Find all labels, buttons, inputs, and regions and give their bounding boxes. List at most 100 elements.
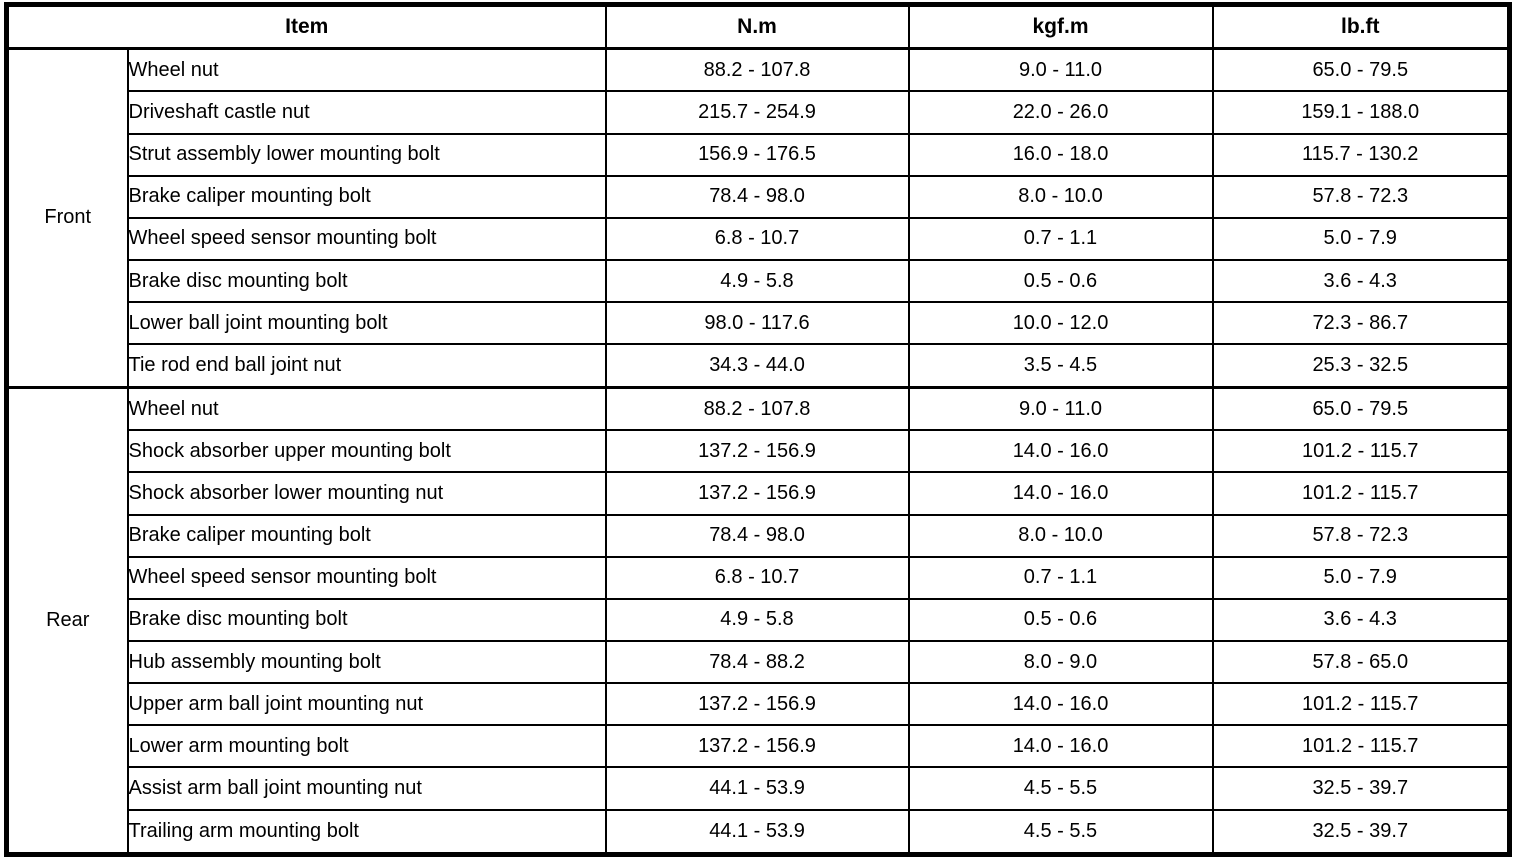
- nm-value-cell: 137.2 - 156.9: [604, 429, 910, 474]
- kgfm-value-cell: 9.0 - 11.0: [907, 47, 1214, 93]
- table-row: Brake disc mounting bolt 4.9 - 5.8 0.5 - 0…: [7, 597, 1511, 643]
- lbft-value-cell: 3.6 - 4.3: [1211, 597, 1511, 643]
- header-row: Item N.m kgf.m lb.ft: [5, 3, 1511, 50]
- item-name-cell: Tie rod end ball joint nut: [126, 343, 607, 389]
- lbft-value-cell: 5.0 - 7.9: [1211, 216, 1511, 262]
- kgfm-value-cell: 14.0 - 16.0: [907, 724, 1214, 769]
- nm-value-cell: 78.4 - 98.0: [604, 174, 910, 219]
- item-name-cell: Driveshaft castle nut: [126, 90, 607, 135]
- lbft-value-cell: 101.2 - 115.7: [1211, 682, 1511, 727]
- item-name-cell: Wheel speed sensor mounting bolt: [126, 216, 607, 262]
- nm-value-cell: 98.0 - 117.6: [604, 301, 910, 346]
- kgfm-value-cell: 8.0 - 10.0: [907, 513, 1214, 558]
- kgfm-value-cell: 0.5 - 0.6: [907, 259, 1214, 304]
- lbft-value-cell: 65.0 - 79.5: [1211, 47, 1511, 93]
- lbft-value-cell: 115.7 - 130.2: [1211, 132, 1511, 177]
- nm-value-cell: 6.8 - 10.7: [604, 555, 910, 600]
- nm-value-cell: 88.2 - 107.8: [604, 47, 910, 93]
- section-label-front: Front: [5, 47, 129, 389]
- lbft-value-cell: 65.0 - 79.5: [1211, 385, 1511, 432]
- table-row: Upper arm ball joint mounting nut 137.2 -…: [7, 682, 1511, 727]
- table-row: Trailing arm mounting bolt 44.1 - 53.9 4.5…: [7, 808, 1511, 856]
- table-row: Tie rod end ball joint nut 34.3 - 44.0 3.5…: [7, 343, 1511, 389]
- header-kgfm: kgf.m: [907, 3, 1214, 50]
- nm-value-cell: 78.4 - 88.2: [604, 639, 910, 685]
- nm-value-cell: 156.9 - 176.5: [604, 132, 910, 177]
- item-name-cell: Brake caliper mounting bolt: [126, 174, 607, 219]
- table-row: Wheel speed sensor mounting bolt 6.8 - 10…: [7, 216, 1511, 262]
- lbft-value-cell: 25.3 - 32.5: [1211, 343, 1511, 389]
- item-name-cell: Shock absorber lower mounting nut: [126, 471, 607, 516]
- table-row: Wheel speed sensor mounting bolt 6.8 - 10…: [7, 555, 1511, 600]
- nm-value-cell: 137.2 - 156.9: [604, 682, 910, 727]
- kgfm-value-cell: 0.7 - 1.1: [907, 216, 1214, 262]
- table-row: Lower arm mounting bolt 137.2 - 156.9 14.0…: [7, 724, 1511, 769]
- item-name-cell: Brake disc mounting bolt: [126, 597, 607, 643]
- table-row: Shock absorber lower mounting nut 137.2 -…: [7, 471, 1511, 516]
- item-name-cell: Brake disc mounting bolt: [126, 259, 607, 304]
- item-name-cell: Hub assembly mounting bolt: [126, 639, 607, 685]
- torque-spec-page: Item N.m kgf.m lb.ft Front Wheel nut 88.2 …: [4, 2, 1512, 857]
- item-name-cell: Trailing arm mounting bolt: [126, 808, 607, 856]
- kgfm-value-cell: 16.0 - 18.0: [907, 132, 1214, 177]
- lbft-value-cell: 5.0 - 7.9: [1211, 555, 1511, 600]
- nm-value-cell: 78.4 - 98.0: [604, 513, 910, 558]
- nm-value-cell: 4.9 - 5.8: [604, 597, 910, 643]
- kgfm-value-cell: 8.0 - 10.0: [907, 174, 1214, 219]
- item-name-cell: Lower ball joint mounting bolt: [126, 301, 607, 346]
- item-name-cell: Wheel nut: [126, 385, 607, 432]
- table-row: Assist arm ball joint mounting nut 44.1 -…: [7, 766, 1511, 811]
- table-row: Strut assembly lower mounting bolt 156.9 …: [7, 132, 1511, 177]
- table-row: Brake disc mounting bolt 4.9 - 5.8 0.5 - 0…: [7, 259, 1511, 304]
- lbft-value-cell: 101.2 - 115.7: [1211, 471, 1511, 516]
- table-row: Shock absorber upper mounting bolt 137.2 …: [7, 429, 1511, 474]
- lbft-value-cell: 57.8 - 72.3: [1211, 513, 1511, 558]
- nm-value-cell: 137.2 - 156.9: [604, 724, 910, 769]
- item-name-cell: Upper arm ball joint mounting nut: [126, 682, 607, 727]
- kgfm-value-cell: 14.0 - 16.0: [907, 471, 1214, 516]
- lbft-value-cell: 57.8 - 72.3: [1211, 174, 1511, 219]
- kgfm-value-cell: 0.5 - 0.6: [907, 597, 1214, 643]
- kgfm-value-cell: 14.0 - 16.0: [907, 429, 1214, 474]
- table-row: Rear Wheel nut 88.2 - 107.8 9.0 - 11.0 65.0 …: [5, 385, 1511, 856]
- header-lbft: lb.ft: [1211, 3, 1511, 50]
- torque-spec-table: Item N.m kgf.m lb.ft Front Wheel nut 88.2 …: [4, 2, 1512, 857]
- table-row: Hub assembly mounting bolt 78.4 - 88.2 8.0…: [7, 639, 1511, 685]
- table-row: Brake caliper mounting bolt 78.4 - 98.0 8.…: [7, 513, 1511, 558]
- table-body: Front Wheel nut 88.2 - 107.8 9.0 - 11.0 65.0…: [5, 47, 1511, 856]
- nm-value-cell: 34.3 - 44.0: [604, 343, 910, 389]
- lbft-value-cell: 72.3 - 86.7: [1211, 301, 1511, 346]
- lbft-value-cell: 101.2 - 115.7: [1211, 429, 1511, 474]
- nm-value-cell: 44.1 - 53.9: [604, 766, 910, 811]
- kgfm-value-cell: 14.0 - 16.0: [907, 682, 1214, 727]
- header-nm: N.m: [604, 3, 910, 50]
- kgfm-value-cell: 4.5 - 5.5: [907, 808, 1214, 856]
- item-name-cell: Wheel speed sensor mounting bolt: [126, 555, 607, 600]
- table-row: Front Wheel nut 88.2 - 107.8 9.0 - 11.0 65.0…: [5, 47, 1511, 389]
- section-label-rear: Rear: [5, 385, 129, 856]
- lbft-value-cell: 101.2 - 115.7: [1211, 724, 1511, 769]
- item-name-cell: Lower arm mounting bolt: [126, 724, 607, 769]
- lbft-value-cell: 32.5 - 39.7: [1211, 808, 1511, 856]
- table-row: Lower ball joint mounting bolt 98.0 - 117…: [7, 301, 1511, 346]
- kgfm-value-cell: 4.5 - 5.5: [907, 766, 1214, 811]
- lbft-value-cell: 32.5 - 39.7: [1211, 766, 1511, 811]
- item-name-cell: Strut assembly lower mounting bolt: [126, 132, 607, 177]
- kgfm-value-cell: 10.0 - 12.0: [907, 301, 1214, 346]
- item-name-cell: Assist arm ball joint mounting nut: [126, 766, 607, 811]
- kgfm-value-cell: 3.5 - 4.5: [907, 343, 1214, 389]
- kgfm-value-cell: 22.0 - 26.0: [907, 90, 1214, 135]
- nm-value-cell: 4.9 - 5.8: [604, 259, 910, 304]
- table-header: Item N.m kgf.m lb.ft: [5, 3, 1511, 50]
- header-item: Item: [5, 3, 607, 50]
- item-name-cell: Brake caliper mounting bolt: [126, 513, 607, 558]
- nm-value-cell: 6.8 - 10.7: [604, 216, 910, 262]
- item-name-cell: Shock absorber upper mounting bolt: [126, 429, 607, 474]
- lbft-value-cell: 57.8 - 65.0: [1211, 639, 1511, 685]
- table-row: Brake caliper mounting bolt 78.4 - 98.0 8.…: [7, 174, 1511, 219]
- lbft-value-cell: 3.6 - 4.3: [1211, 259, 1511, 304]
- item-name-cell: Wheel nut: [126, 47, 607, 93]
- nm-value-cell: 44.1 - 53.9: [604, 808, 910, 856]
- kgfm-value-cell: 9.0 - 11.0: [907, 385, 1214, 432]
- kgfm-value-cell: 8.0 - 9.0: [907, 639, 1214, 685]
